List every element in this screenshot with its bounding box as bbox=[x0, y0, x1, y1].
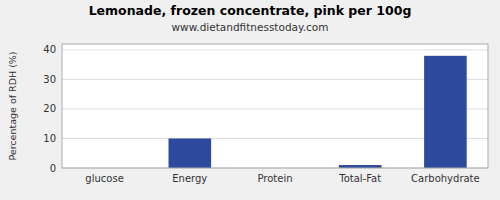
y-tick-label: 0 bbox=[50, 163, 56, 174]
y-tick-label: 20 bbox=[43, 103, 56, 114]
x-tick-label: glucose bbox=[85, 173, 123, 184]
plot-background bbox=[62, 44, 488, 168]
y-tick-label: 40 bbox=[43, 44, 56, 55]
y-tick-label: 10 bbox=[43, 133, 56, 144]
y-tick-label: 30 bbox=[43, 74, 56, 85]
x-tick-label: Energy bbox=[172, 173, 207, 184]
grid bbox=[62, 50, 488, 168]
bar bbox=[169, 138, 212, 168]
x-tick-label: Protein bbox=[257, 173, 292, 184]
title: Lemonade, frozen concentrate, pink per 1… bbox=[89, 3, 412, 18]
chart-container: Lemonade, frozen concentrate, pink per 1… bbox=[0, 0, 500, 200]
subtitle: www.dietandfitnesstoday.com bbox=[172, 21, 329, 33]
bar bbox=[424, 56, 467, 168]
bars bbox=[169, 56, 467, 168]
plot-frame bbox=[62, 44, 488, 168]
x-tick-label: Total-Fat bbox=[338, 173, 381, 184]
grid-line bbox=[62, 49, 488, 50]
y-axis-label: Percentage of RDH (%) bbox=[7, 51, 18, 160]
chart: Lemonade, frozen concentrate, pink per 1… bbox=[0, 0, 500, 200]
x-tick-label: Carbohydrate bbox=[411, 173, 480, 184]
